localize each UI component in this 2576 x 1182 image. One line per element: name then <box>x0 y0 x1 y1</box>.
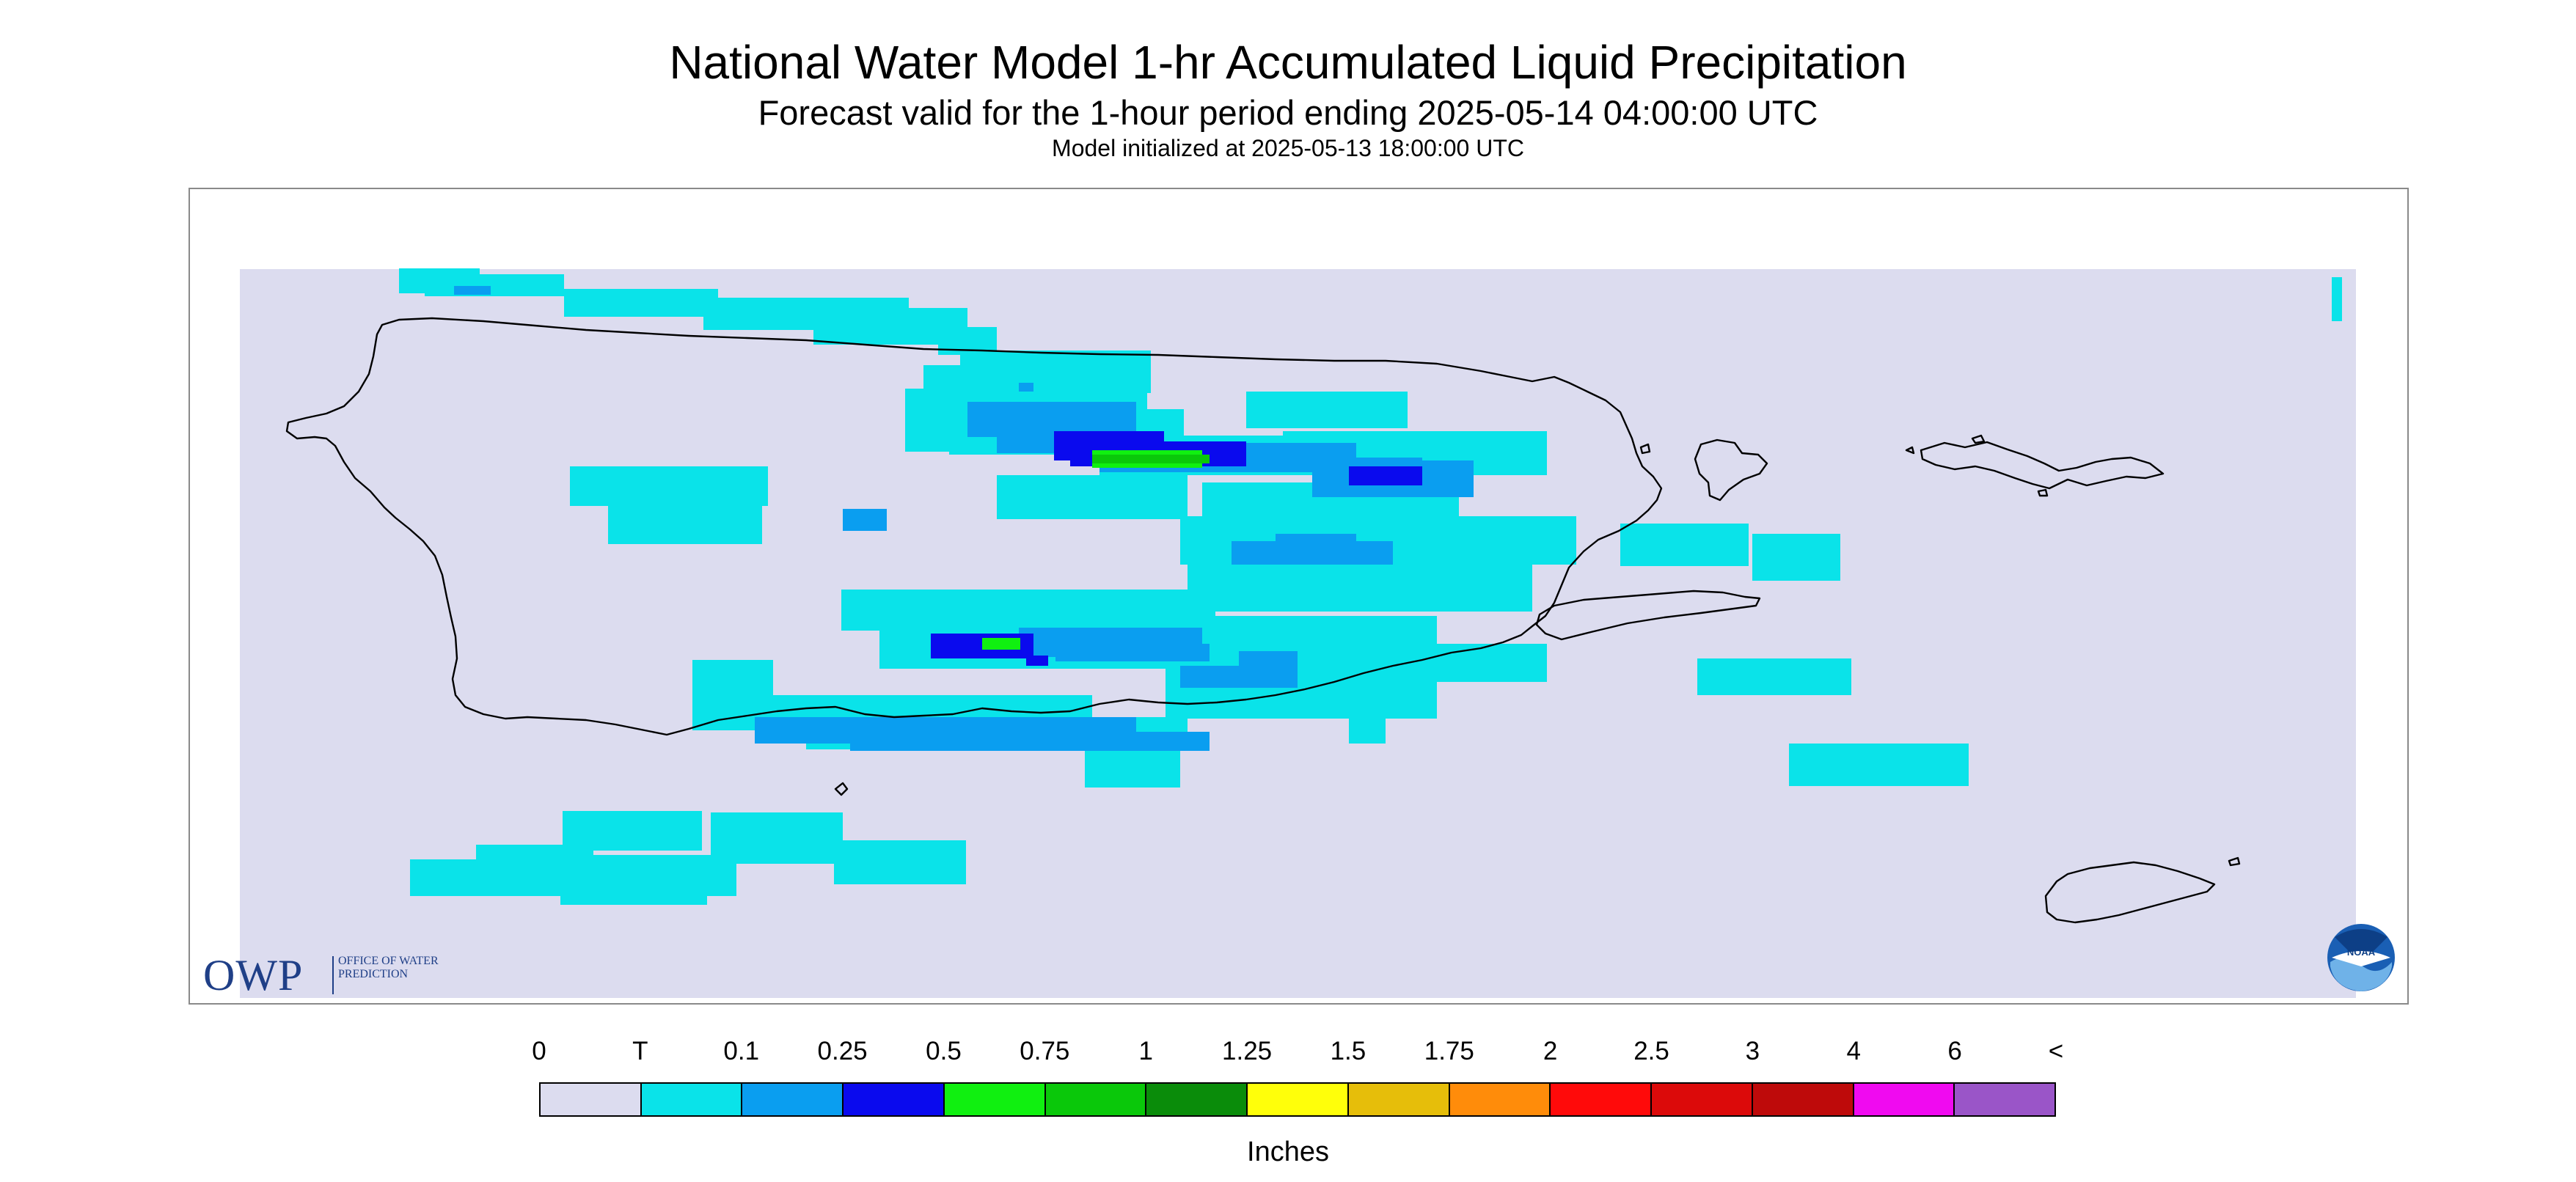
precip-cell <box>608 497 762 544</box>
owp-logo-divider <box>332 956 334 994</box>
legend-tick-label: T <box>632 1037 648 1065</box>
precip-cell <box>982 638 1020 650</box>
precip-cell <box>2332 277 2342 321</box>
precip-cell <box>1092 455 1210 463</box>
st-thomas-st-john-coastline <box>1920 441 2165 490</box>
precip-cell <box>454 286 491 295</box>
legend-tick-label: 0.25 <box>817 1037 868 1065</box>
model-init-line: Model initialized at 2025-05-13 18:00:00… <box>1052 135 1524 161</box>
legend-tick-label: 1 <box>1138 1037 1153 1065</box>
legend-tick-label: 1.75 <box>1424 1037 1474 1065</box>
precip-cell <box>1349 466 1422 485</box>
legend-tick-label: < <box>2048 1037 2064 1065</box>
legend-swatch <box>1246 1084 1347 1115</box>
precip-cell <box>560 884 707 905</box>
precip-cell <box>1276 534 1356 560</box>
owp-logo-letters: OWP <box>203 951 304 999</box>
islet <box>2228 856 2241 867</box>
islet <box>834 782 849 796</box>
precip-cell <box>834 840 966 884</box>
precip-cell <box>997 475 1188 519</box>
precipitation-layer <box>399 268 2342 905</box>
precip-cell <box>1055 644 1210 661</box>
precip-cell <box>850 732 1210 751</box>
legend-tick-label: 3 <box>1745 1037 1760 1065</box>
legend-swatch <box>1953 1084 2055 1115</box>
precip-cell <box>1019 383 1033 392</box>
legend-tick-label: 0.1 <box>723 1037 760 1065</box>
legend-tick-label: 1.5 <box>1330 1037 1366 1065</box>
islet <box>1639 443 1651 455</box>
legend-swatch <box>541 1084 640 1115</box>
legend-swatch <box>741 1084 843 1115</box>
legend-swatch <box>1549 1084 1651 1115</box>
legend-tick-label: 4 <box>1846 1037 1861 1065</box>
st-croix-coastline <box>2044 861 2216 924</box>
legend-swatch <box>1751 1084 1853 1115</box>
owp-logo-text: Office of Water Prediction <box>338 955 439 980</box>
culebra-coastline <box>1694 438 1768 502</box>
legend-colorbar <box>539 1082 2056 1117</box>
legend-tick-label: 2 <box>1543 1037 1558 1065</box>
legend-tick-label: 2.5 <box>1633 1037 1669 1065</box>
legend-tick-label: 1.25 <box>1222 1037 1273 1065</box>
legend-swatch <box>1145 1084 1247 1115</box>
legend-swatch <box>842 1084 943 1115</box>
precip-cell <box>960 350 1151 393</box>
precipitation-map <box>240 268 2356 998</box>
legend-swatch <box>1044 1084 1146 1115</box>
islet <box>1905 446 1915 455</box>
precip-cell <box>711 837 799 861</box>
precip-cell <box>1026 656 1048 666</box>
precip-cell <box>564 289 718 317</box>
precip-cell <box>1789 744 1969 786</box>
precip-cell <box>563 811 702 851</box>
legend-swatch <box>943 1084 1044 1115</box>
legend-unit-label: Inches <box>1247 1137 1329 1167</box>
precip-cell <box>843 509 887 531</box>
puerto-rico-coastline <box>285 317 1663 736</box>
coastlines <box>285 317 2241 924</box>
islet <box>2037 488 2049 497</box>
map-frame: OWP Office of Water Prediction NOAA <box>189 188 2409 1005</box>
legend-swatch <box>1347 1084 1449 1115</box>
islet <box>1971 434 1986 444</box>
precip-cell <box>1239 651 1298 678</box>
precip-cell <box>1246 392 1408 428</box>
legend-tick-label: 0.5 <box>926 1037 962 1065</box>
noaa-logo-text: NOAA <box>2347 947 2376 958</box>
legend-swatch <box>1650 1084 1752 1115</box>
precip-cell <box>1349 714 1386 744</box>
precip-cell <box>1752 534 1840 581</box>
map-title: National Water Model 1-hr Accumulated Li… <box>669 36 1907 89</box>
map-subtitle: Forecast valid for the 1-hour period end… <box>758 93 1818 132</box>
legend-swatch <box>640 1084 742 1115</box>
legend-swatch <box>1852 1084 1954 1115</box>
legend-tick-label: 0.75 <box>1020 1037 1070 1065</box>
precip-cell <box>425 274 564 296</box>
precip-cell <box>1620 524 1749 566</box>
legend-tick-label: 6 <box>1947 1037 1962 1065</box>
legend-swatch <box>1448 1084 1550 1115</box>
precip-cell <box>1188 560 1532 612</box>
legend-tick-label: 0 <box>532 1037 546 1065</box>
noaa-logo: NOAA <box>2327 924 2395 991</box>
vieques-coastline <box>1535 590 1761 641</box>
precip-cell <box>1697 658 1851 695</box>
